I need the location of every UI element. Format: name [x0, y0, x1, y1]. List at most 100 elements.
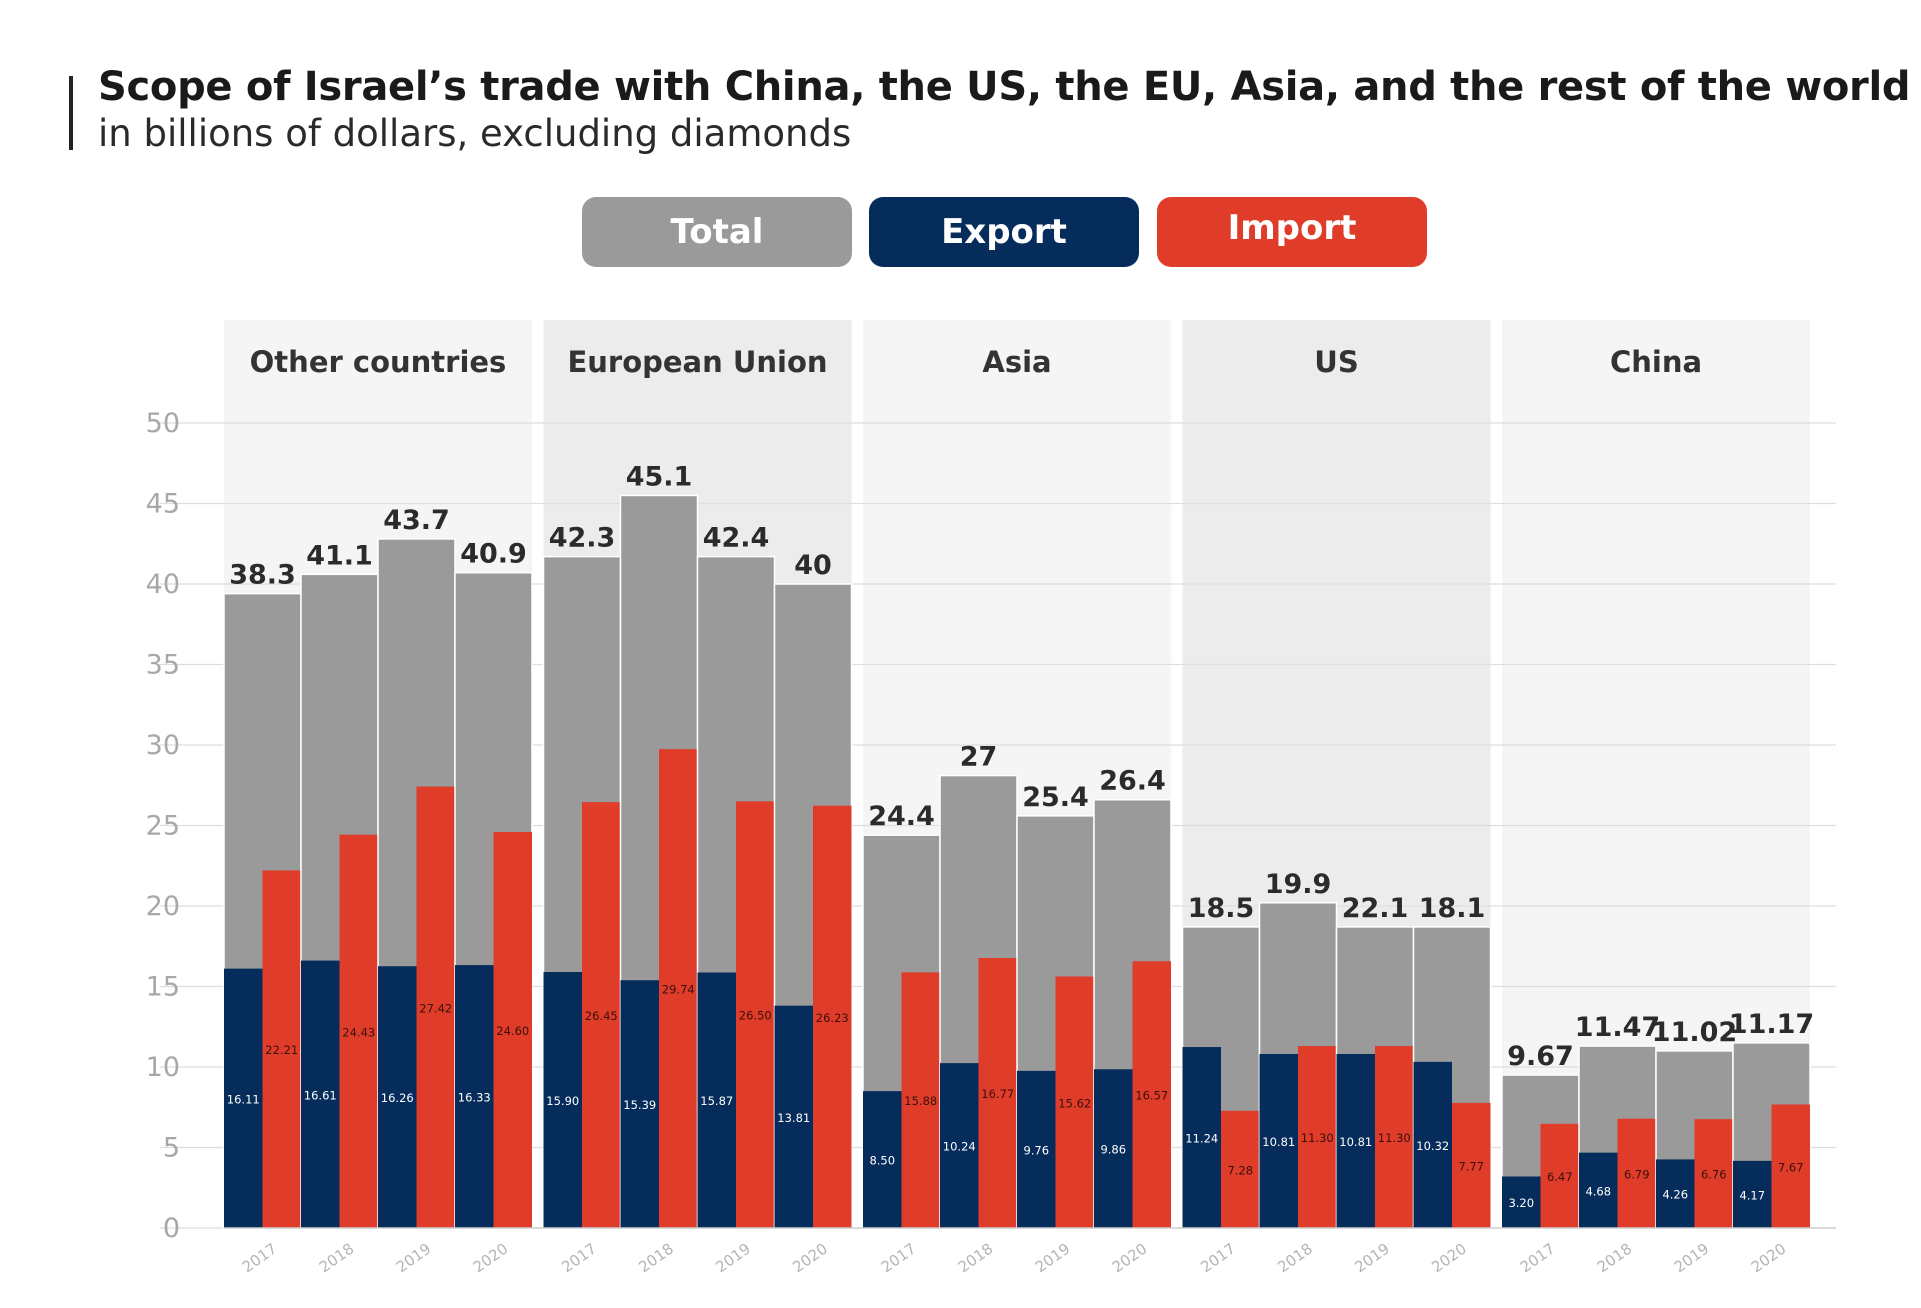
- y-tick-label: 30: [146, 730, 180, 761]
- y-tick-label: 45: [146, 489, 180, 520]
- total-label: 40.9: [460, 539, 527, 570]
- import-label: 11.30: [1301, 1131, 1334, 1145]
- export-label: 10.81: [1339, 1135, 1372, 1149]
- x-tick-label: 2018: [635, 1240, 677, 1277]
- export-bar: [1017, 1070, 1056, 1228]
- x-tick-label: 2019: [712, 1240, 754, 1277]
- import-bar: [493, 831, 532, 1228]
- import-label: 15.88: [904, 1094, 937, 1108]
- export-label: 10.81: [1262, 1135, 1295, 1149]
- total-label: 40: [794, 550, 832, 581]
- import-label: 16.57: [1135, 1089, 1168, 1103]
- import-label: 16.77: [981, 1087, 1014, 1101]
- import-label: 22.21: [265, 1043, 298, 1057]
- total-label: 42.4: [703, 523, 770, 554]
- import-label: 26.23: [816, 1011, 849, 1025]
- export-bar: [1094, 1069, 1133, 1228]
- total-label: 45.1: [626, 461, 693, 492]
- import-label: 26.45: [585, 1009, 618, 1023]
- import-bar: [416, 786, 455, 1228]
- export-label: 16.11: [227, 1092, 260, 1106]
- total-label: 38.3: [229, 560, 296, 591]
- panel-title: US: [1314, 345, 1358, 379]
- export-label: 16.33: [458, 1091, 491, 1105]
- x-tick-label: 2018: [1594, 1240, 1636, 1277]
- export-label: 16.26: [381, 1091, 414, 1105]
- import-label: 29.74: [662, 983, 695, 997]
- chart-subtitle: in billions of dollars, excluding diamon…: [98, 112, 852, 155]
- export-label: 4.68: [1585, 1184, 1611, 1198]
- x-tick-label: 2020: [1109, 1240, 1151, 1277]
- y-tick-label: 15: [146, 972, 180, 1003]
- total-label: 18.1: [1419, 893, 1486, 924]
- y-tick-label: 50: [146, 408, 180, 439]
- export-label: 11.24: [1185, 1132, 1218, 1146]
- x-tick-label: 2020: [789, 1240, 831, 1277]
- export-label: 4.26: [1662, 1188, 1688, 1202]
- y-tick-label: 5: [163, 1133, 180, 1164]
- import-bar: [1221, 1110, 1260, 1228]
- import-bar: [1375, 1046, 1414, 1228]
- y-tick-label: 35: [146, 650, 180, 681]
- export-label: 10.24: [943, 1140, 976, 1154]
- total-label: 43.7: [383, 505, 450, 536]
- legend-total-button[interactable]: Total: [582, 197, 852, 267]
- import-label: 27.42: [419, 1001, 452, 1015]
- import-bar: [813, 805, 852, 1228]
- import-bar: [1055, 976, 1094, 1228]
- import-bar: [1694, 1119, 1733, 1228]
- export-label: 10.32: [1416, 1139, 1449, 1153]
- y-tick-label: 25: [146, 811, 180, 842]
- export-bar: [1336, 1053, 1375, 1228]
- export-bar: [301, 960, 340, 1228]
- x-tick-label: 2020: [1748, 1240, 1790, 1277]
- total-label: 26.4: [1099, 766, 1166, 797]
- export-label: 13.81: [777, 1111, 810, 1125]
- panel-title: Other countries: [250, 345, 507, 379]
- total-label: 18.5: [1188, 893, 1255, 924]
- x-tick-label: 2020: [470, 1240, 512, 1277]
- panel-title: China: [1610, 345, 1702, 379]
- total-label: 11.02: [1652, 1017, 1737, 1048]
- import-bar: [582, 802, 621, 1228]
- export-bar: [1656, 1159, 1695, 1228]
- export-label: 3.20: [1508, 1196, 1534, 1210]
- export-label: 9.76: [1023, 1143, 1049, 1157]
- import-label: 7.77: [1458, 1159, 1484, 1173]
- import-bar: [901, 972, 940, 1228]
- import-label: 24.43: [342, 1025, 375, 1039]
- legend-import-button[interactable]: Import: [1157, 197, 1427, 267]
- import-bar: [262, 870, 301, 1228]
- total-label: 19.9: [1265, 869, 1332, 900]
- import-label: 7.28: [1227, 1163, 1253, 1177]
- total-label: 11.17: [1729, 1009, 1814, 1040]
- export-bar: [1182, 1047, 1221, 1228]
- x-tick-label: 2017: [239, 1240, 281, 1277]
- import-label: 11.30: [1378, 1131, 1411, 1145]
- export-bar: [620, 980, 659, 1228]
- x-tick-label: 2017: [1197, 1240, 1239, 1277]
- export-bar: [1413, 1061, 1452, 1228]
- import-label: 24.60: [496, 1024, 529, 1038]
- total-label: 27: [960, 742, 998, 773]
- import-bar: [1617, 1118, 1656, 1228]
- import-bar: [1132, 961, 1171, 1228]
- export-bar: [543, 972, 582, 1228]
- import-bar: [1298, 1046, 1337, 1228]
- legend-export-button[interactable]: Export: [869, 197, 1139, 267]
- y-tick-label: 10: [146, 1052, 180, 1083]
- export-bar: [697, 972, 736, 1228]
- title-accent-bar: [69, 76, 73, 150]
- y-tick-label: 40: [146, 569, 180, 600]
- export-bar: [378, 966, 417, 1228]
- import-label: 6.76: [1701, 1168, 1727, 1182]
- x-tick-label: 2019: [1671, 1240, 1713, 1277]
- total-label: 25.4: [1022, 782, 1089, 813]
- export-bar: [940, 1063, 979, 1228]
- import-bar: [659, 749, 698, 1228]
- export-bar: [774, 1005, 813, 1228]
- x-tick-label: 2020: [1428, 1240, 1470, 1277]
- import-bar: [978, 958, 1017, 1228]
- export-label: 8.50: [869, 1154, 895, 1168]
- x-tick-label: 2019: [1032, 1240, 1074, 1277]
